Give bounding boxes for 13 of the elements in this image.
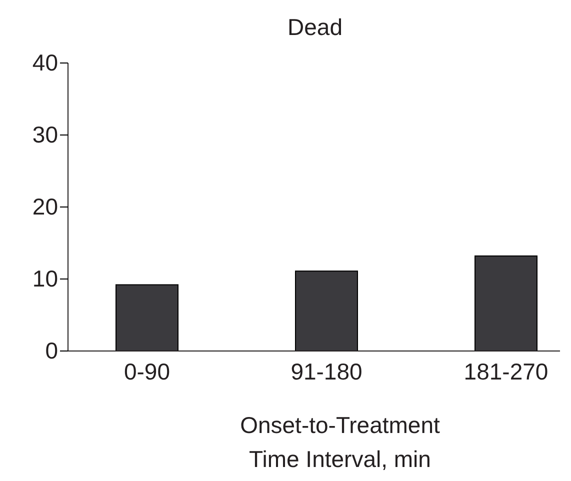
bar xyxy=(474,255,538,352)
bar xyxy=(116,284,178,352)
x-tick-label: 181-270 xyxy=(464,358,548,384)
x-tick-label: 91-180 xyxy=(290,358,362,384)
y-tick-label: 40 xyxy=(32,49,58,76)
bar xyxy=(295,270,358,352)
chart-title: Dead xyxy=(288,14,342,40)
x-axis-title: Onset-to-Treatment Time Interval, min xyxy=(240,412,441,472)
y-tick-label: 20 xyxy=(32,193,58,220)
y-tick-label: 10 xyxy=(32,265,58,292)
y-tick-label: 30 xyxy=(32,121,58,148)
y-tick-label: 0 xyxy=(45,337,58,364)
x-tick-label: 0-90 xyxy=(124,358,170,384)
